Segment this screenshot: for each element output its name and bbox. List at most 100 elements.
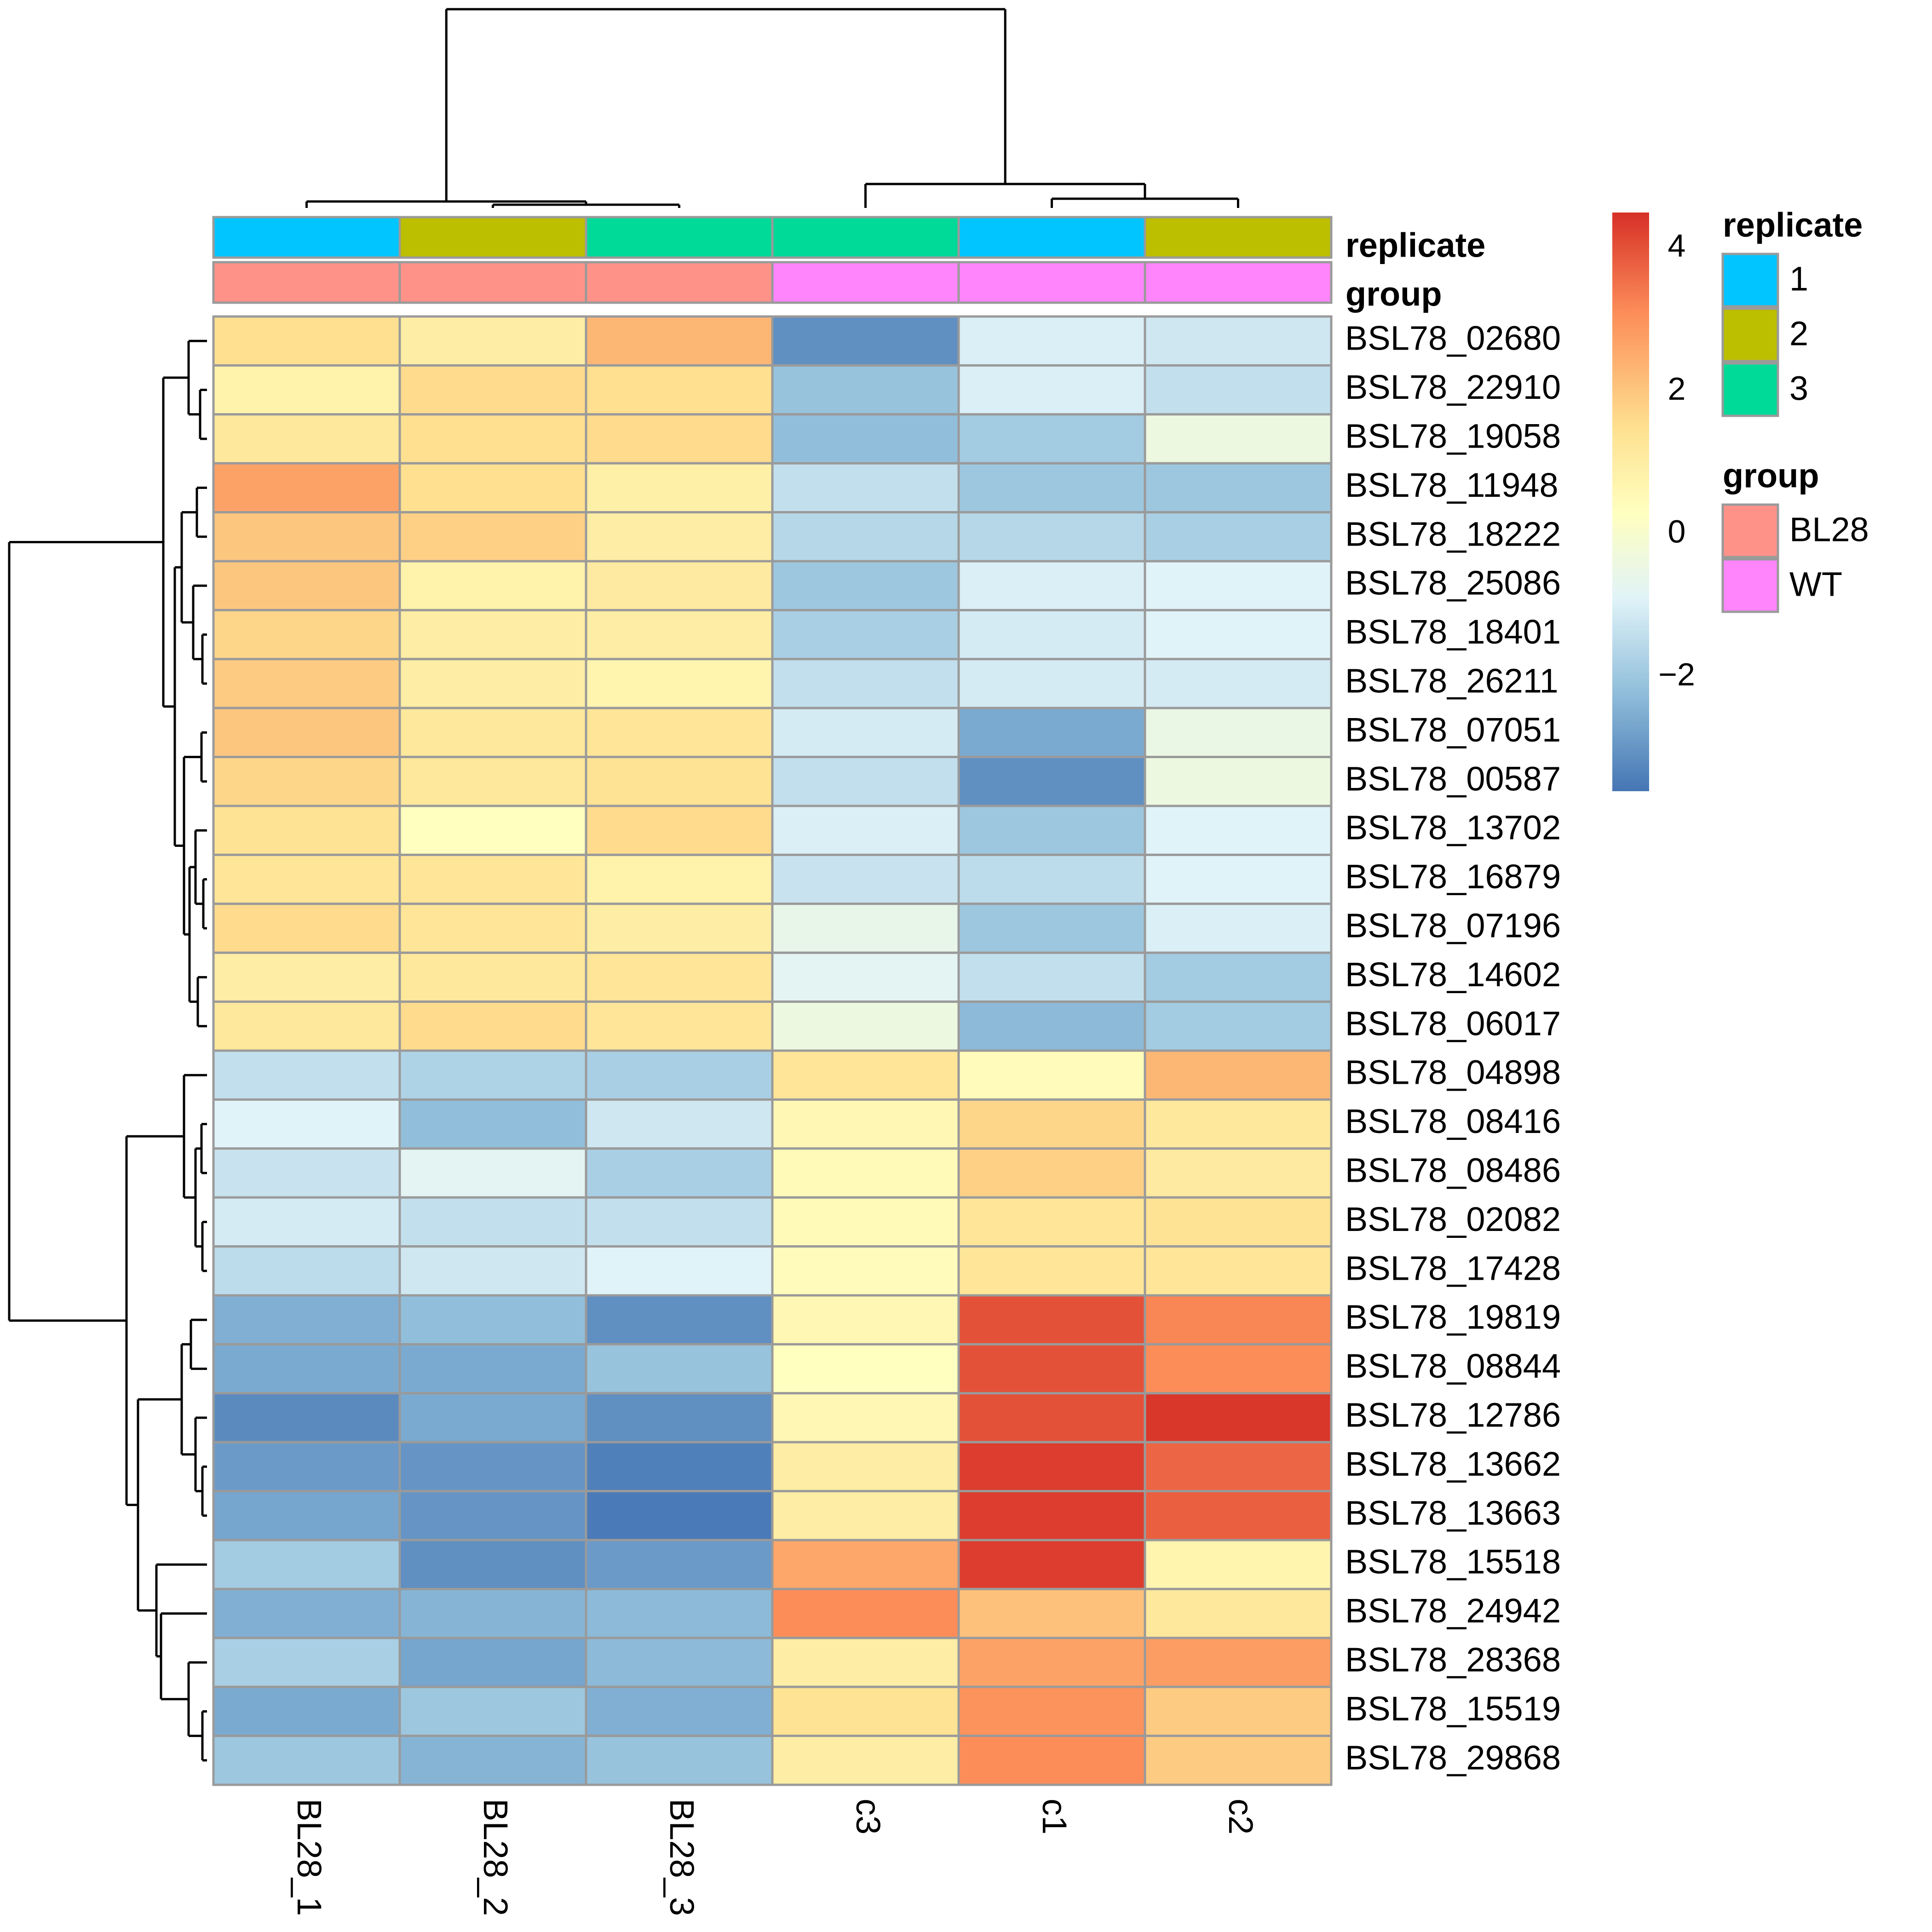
- heatmap-cell: [585, 1539, 774, 1590]
- heatmap-cell: [212, 1245, 401, 1297]
- heatmap-cell: [771, 511, 960, 563]
- legend-label-replicate: 1: [1789, 260, 1808, 298]
- heatmap-cell: [957, 1098, 1146, 1150]
- heatmap-cell: [585, 413, 774, 465]
- heatmap-cell: [212, 364, 401, 416]
- heatmap-cell: [771, 1245, 960, 1297]
- heatmap-cell: [771, 707, 960, 759]
- heatmap-cell: [771, 1049, 960, 1101]
- row-label: BSL78_02082: [1345, 1200, 1561, 1238]
- heatmap-cell: [1144, 853, 1333, 905]
- heatmap-cell: [1144, 658, 1333, 709]
- heatmap-cell: [771, 315, 960, 367]
- heatmap-cell: [957, 1245, 1146, 1297]
- heatmap-cell: [398, 1245, 587, 1297]
- heatmap-cell: [212, 462, 401, 514]
- heatmap-cell: [1144, 1000, 1333, 1052]
- heatmap-cell: [585, 707, 774, 759]
- heatmap-cell: [1144, 1294, 1333, 1346]
- heatmap-cell: [1144, 364, 1333, 416]
- column-labels: BL28_1 BL28_2 BL28_3 c3 c1 c2: [290, 1799, 1260, 1916]
- heatmap-cell: [771, 462, 960, 514]
- row-label: BSL78_15518: [1345, 1543, 1561, 1581]
- heatmap-cell: [1144, 805, 1333, 856]
- heatmap-cell: [957, 707, 1146, 759]
- heatmap-cell: [1144, 903, 1333, 954]
- heatmap-cell: [585, 1441, 774, 1493]
- color-scale-tick-label: 0: [1668, 513, 1686, 549]
- row-label: BSL78_08486: [1345, 1151, 1561, 1190]
- heatmap-cell: [398, 951, 587, 1003]
- heatmap-cell: [1144, 1196, 1333, 1248]
- heatmap-cell: [957, 462, 1146, 514]
- heatmap-cell: [212, 315, 401, 367]
- heatmap-cell: [771, 805, 960, 856]
- heatmap-cell: [398, 511, 587, 563]
- legend-swatch-replicate: [1721, 362, 1779, 417]
- heatmap-cell: [771, 1000, 960, 1052]
- heatmap-cell: [1144, 1245, 1333, 1297]
- heatmap-cell: [398, 609, 587, 661]
- row-label: BSL78_07196: [1345, 907, 1561, 945]
- heatmap-cell: [585, 462, 774, 514]
- heatmap-cell: [771, 1343, 960, 1395]
- heatmap-cell: [585, 756, 774, 807]
- heatmap-cell: [398, 413, 587, 465]
- heatmap-cell: [585, 1587, 774, 1639]
- annotation-cell-group: [585, 261, 774, 304]
- heatmap-cell: [585, 853, 774, 905]
- heatmap-cell: [957, 756, 1146, 807]
- heatmap-cell: [957, 1490, 1146, 1541]
- heatmap-cell: [585, 1245, 774, 1297]
- heatmap-cell: [212, 1343, 401, 1395]
- heatmap-cell: [957, 951, 1146, 1003]
- color-scale-bar: [1612, 213, 1649, 791]
- column-label: c2: [1222, 1799, 1260, 1834]
- heatmap-cell: [957, 1000, 1146, 1052]
- column-label: c3: [849, 1799, 887, 1834]
- heatmap-cell: [957, 1685, 1146, 1737]
- legend-swatch-replicate: [1721, 307, 1779, 362]
- heatmap-cell: [398, 805, 587, 856]
- row-label: BSL78_07051: [1345, 711, 1561, 749]
- annotation-cell-replicate: [398, 216, 587, 259]
- heatmap-cell: [398, 658, 587, 709]
- legend-swatch-group: [1721, 558, 1779, 613]
- row-label: BSL78_28368: [1345, 1641, 1561, 1679]
- heatmap-cell: [585, 511, 774, 563]
- heatmap-cell: [212, 511, 401, 563]
- legend-swatch-group: [1721, 503, 1779, 558]
- heatmap-cell: [212, 1441, 401, 1493]
- heatmap-cell: [585, 903, 774, 954]
- heatmap-cell: [1144, 1490, 1333, 1541]
- heatmap-cell: [957, 364, 1146, 416]
- heatmap-cell: [212, 805, 401, 856]
- heatmap-cell: [398, 1392, 587, 1443]
- row-label: BSL78_06017: [1345, 1004, 1561, 1042]
- heatmap-cell: [1144, 1147, 1333, 1199]
- heatmap-cell: [957, 560, 1146, 611]
- heatmap-cell: [212, 1049, 401, 1101]
- heatmap-cell: [398, 1539, 587, 1590]
- heatmap-cell: [957, 413, 1146, 465]
- heatmap-cell: [771, 1098, 960, 1150]
- heatmap-cell: [398, 756, 587, 807]
- heatmap-cell: [585, 1392, 774, 1443]
- heatmap-cell: [1144, 1735, 1333, 1786]
- heatmap-cell: [398, 1685, 587, 1737]
- heatmap-cell: [771, 951, 960, 1003]
- heatmap-cell: [957, 1343, 1146, 1395]
- heatmap-cell: [1144, 560, 1333, 611]
- column-dendrogram: [305, 8, 1239, 208]
- annotation-cell-group: [398, 261, 587, 304]
- heatmap-cell: [398, 462, 587, 514]
- row-label: BSL78_18222: [1345, 515, 1561, 553]
- heatmap-cell: [212, 1735, 401, 1786]
- legend-title-replicate: replicate: [1723, 206, 1863, 244]
- heatmap-cell: [585, 315, 774, 367]
- heatmap-cell: [212, 609, 401, 661]
- heatmap-cell: [212, 1098, 401, 1150]
- heatmap-cell: [771, 1196, 960, 1248]
- annotation-cell-group: [212, 261, 401, 304]
- heatmap-cell: [957, 658, 1146, 709]
